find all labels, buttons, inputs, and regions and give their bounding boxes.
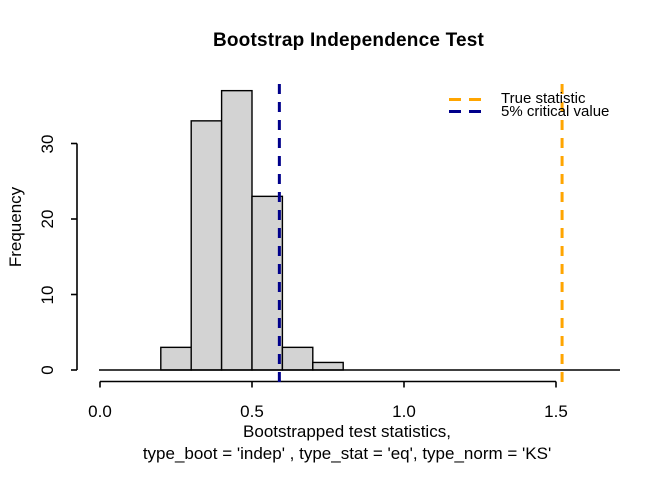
x-tick-label: 1.0 bbox=[392, 402, 416, 421]
y-tick-label: 0 bbox=[38, 365, 57, 375]
y-tick-label: 10 bbox=[38, 285, 57, 304]
x-axis-title: Bootstrapped test statistics, type_boot … bbox=[47, 421, 647, 464]
legend: True statistic 5% critical value bbox=[449, 90, 610, 120]
orange-dashed-line-icon bbox=[449, 97, 482, 101]
navy-dashed-line-icon bbox=[449, 110, 482, 114]
y-axis-title: Frequency bbox=[6, 186, 25, 268]
y-tick-label: 30 bbox=[38, 134, 57, 153]
histogram-bar bbox=[160, 346, 192, 371]
histogram-bar bbox=[190, 120, 223, 371]
x-axis-title-line1: Bootstrapped test statistics, bbox=[243, 422, 451, 441]
histogram-bar bbox=[251, 195, 284, 371]
legend-label-critical-value: 5% critical value bbox=[501, 102, 610, 120]
x-tick-label: 0.0 bbox=[88, 402, 112, 421]
legend-entry-critical-value: 5% critical value bbox=[449, 102, 610, 120]
legend-entry-true-statistic: True statistic bbox=[449, 90, 609, 108]
histogram-bar bbox=[281, 346, 314, 371]
legend-label-true-statistic: True statistic bbox=[501, 90, 586, 108]
x-tick-label: 1.5 bbox=[544, 402, 568, 421]
chart-title: Bootstrap Independence Test bbox=[212, 30, 485, 51]
y-tick-label: 20 bbox=[38, 209, 57, 229]
histogram-bar bbox=[220, 89, 253, 371]
x-tick-label: 0.5 bbox=[240, 402, 264, 421]
x-axis-title-line2: type_boot = 'indep' , type_stat = 'eq', … bbox=[142, 443, 552, 463]
histogram-bar bbox=[312, 361, 344, 371]
